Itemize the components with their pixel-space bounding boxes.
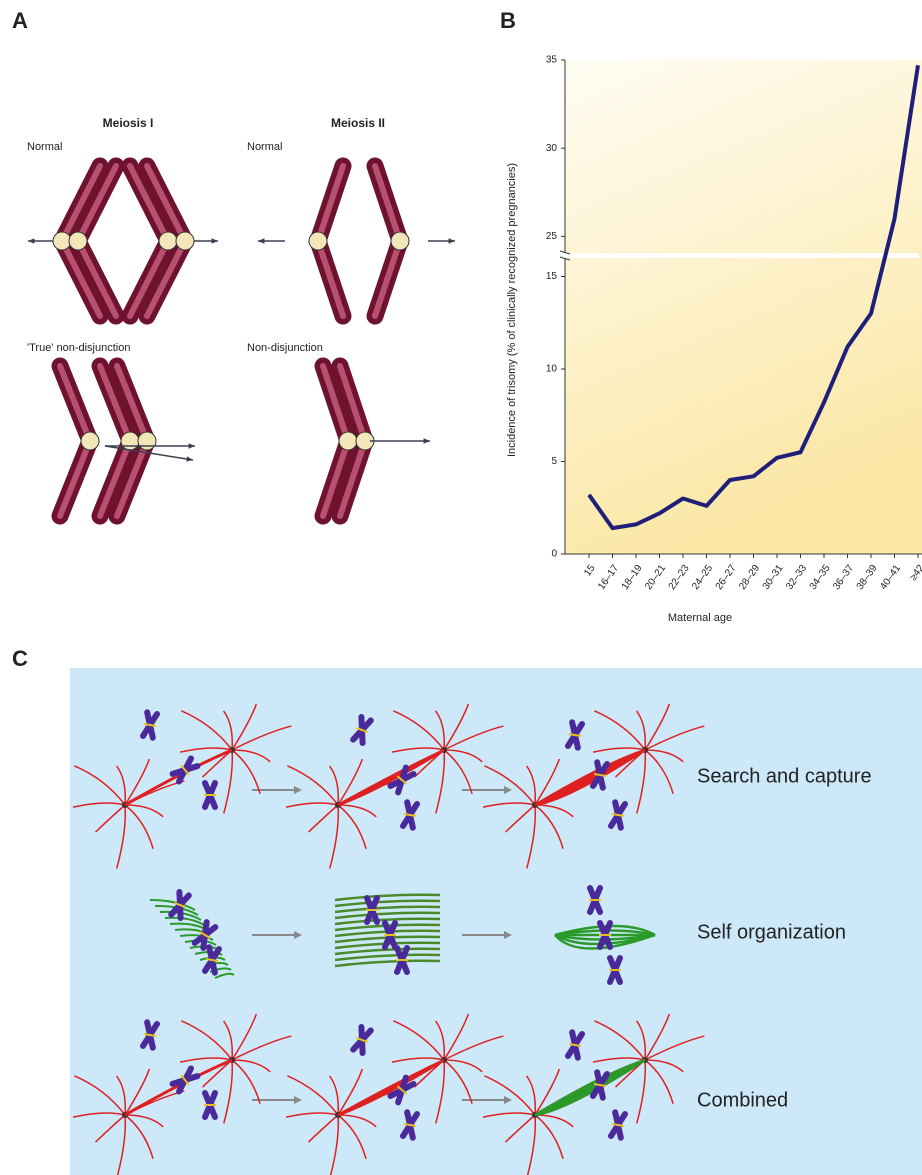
- chromatid-highlight: [60, 441, 90, 516]
- x-tick-label: 20–21: [643, 563, 668, 592]
- x-tick-label: 38–39: [855, 563, 880, 592]
- figure: A B C Meiosis I Meiosis II Normal Normal…: [0, 0, 922, 1175]
- arrow-head: [449, 238, 455, 243]
- heading: Meiosis I: [103, 116, 154, 130]
- arrow-head: [258, 238, 264, 243]
- x-tick-label: 24–25: [690, 563, 715, 592]
- label: 'True' non-disjunction: [27, 342, 130, 354]
- centromere: [81, 432, 99, 450]
- centromere: [339, 432, 357, 450]
- chromatid-highlight: [60, 366, 90, 441]
- centromere: [391, 232, 409, 250]
- y-tick-label: 30: [546, 143, 558, 154]
- label: Search and capture: [697, 765, 872, 787]
- x-tick-label: 22–23: [667, 563, 692, 592]
- arrow-head: [189, 443, 195, 448]
- x-tick-label: 34–35: [808, 563, 833, 592]
- x-tick-label: 30–31: [761, 563, 786, 592]
- y-tick-label: 10: [546, 364, 558, 375]
- centromere: [138, 432, 156, 450]
- x-tick-label: 15: [582, 563, 598, 579]
- label: Combined: [697, 1089, 788, 1111]
- arrow-head: [28, 238, 34, 243]
- label: Normal: [27, 141, 62, 153]
- label: Self organization: [697, 921, 846, 943]
- centromere: [176, 232, 194, 250]
- y-tick-label: 5: [551, 456, 557, 467]
- x-tick-label: 28–29: [737, 563, 762, 592]
- label: Normal: [247, 141, 282, 153]
- label: Non-disjunction: [247, 342, 323, 354]
- x-tick-label: 36–37: [831, 563, 856, 592]
- centromere: [69, 232, 87, 250]
- axis-break: [559, 253, 919, 258]
- x-axis-label: Maternal age: [668, 612, 732, 624]
- panel-label: A: [12, 8, 28, 33]
- y-axis-label: Incidence of trisomy (% of clinically re…: [506, 163, 518, 457]
- y-tick-label: 35: [546, 55, 558, 66]
- panel-label: C: [12, 646, 28, 671]
- arrow-head: [424, 438, 430, 443]
- centromere: [53, 232, 71, 250]
- x-tick-label: 16–17: [596, 563, 621, 592]
- centromere: [121, 432, 139, 450]
- y-tick-label: 0: [551, 549, 557, 560]
- heading: Meiosis II: [331, 116, 385, 130]
- panel-label: B: [500, 8, 516, 33]
- x-tick-label: 40–41: [878, 563, 903, 592]
- x-tick-label: ≥42: [908, 563, 922, 583]
- x-tick-label: 18–19: [620, 563, 645, 592]
- plot-background: [565, 60, 922, 554]
- centromere: [309, 232, 327, 250]
- centromere: [159, 232, 177, 250]
- y-tick-label: 25: [546, 231, 558, 242]
- arrow-head: [186, 456, 193, 461]
- x-tick-label: 32–33: [784, 563, 809, 592]
- y-tick-label: 15: [546, 271, 558, 282]
- x-tick-label: 26–27: [714, 563, 739, 592]
- arrow-head: [212, 238, 218, 243]
